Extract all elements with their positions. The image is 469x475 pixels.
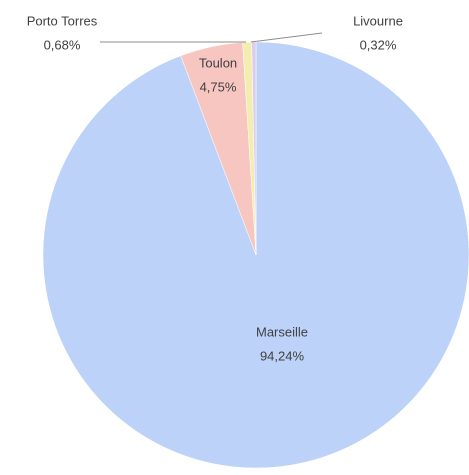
leader-line	[250, 32, 323, 43]
value-label: 0,68%	[44, 37, 81, 52]
value-label: 4,75%	[200, 79, 237, 94]
pie	[42, 41, 469, 469]
labels: Marseille 94,24% Toulon 4,75% Porto Torres 0,…	[27, 13, 403, 363]
value-label: 94,24%	[260, 348, 305, 363]
slice-label: Marseille	[256, 324, 308, 339]
value-label: 0,32%	[360, 37, 397, 52]
slice-label: Porto Torres	[27, 13, 98, 28]
slice-label: Toulon	[199, 55, 237, 70]
slice-label: Livourne	[353, 13, 403, 28]
